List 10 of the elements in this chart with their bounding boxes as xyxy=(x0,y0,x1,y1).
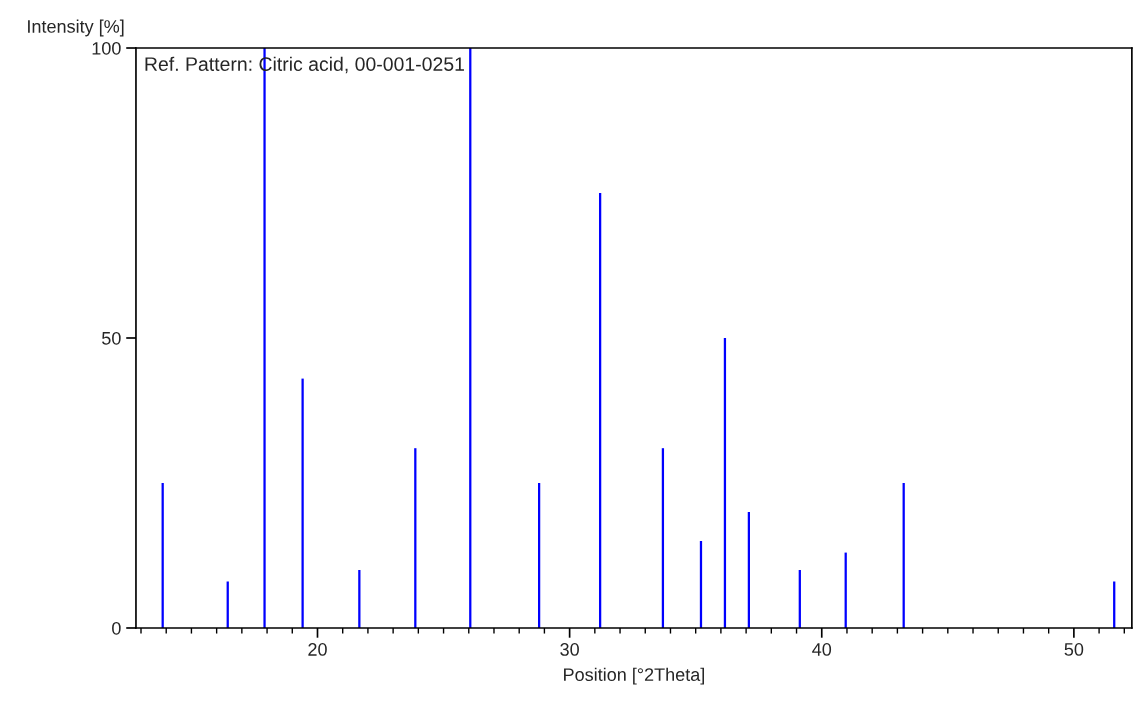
y-tick-label: 0 xyxy=(112,621,121,635)
y-tick-label: 100 xyxy=(92,41,121,55)
bar xyxy=(301,378,304,628)
x-axis-title: Position [°2Theta] xyxy=(564,667,704,685)
y-axis-title: Intensity [%] xyxy=(28,19,124,37)
x-tick-label: 50 xyxy=(1064,643,1084,656)
x-tick-label: 20 xyxy=(308,643,327,656)
x-tick-label: 30 xyxy=(560,643,579,656)
x-tick-label: 40 xyxy=(812,643,832,656)
y-tick-label: 50 xyxy=(102,331,121,345)
